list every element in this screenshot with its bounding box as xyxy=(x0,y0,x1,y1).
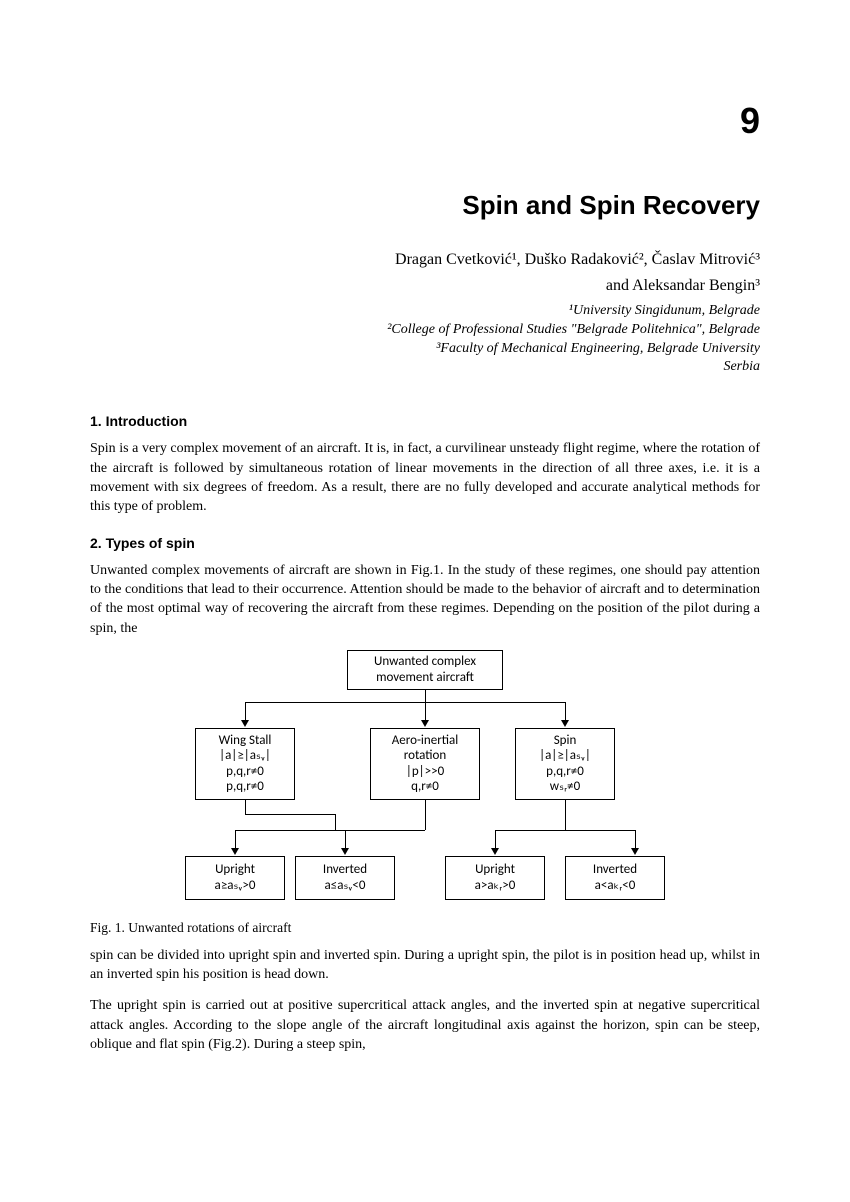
wing-stall-l1: |a|≥|aₛᵥ| xyxy=(219,748,271,764)
connector xyxy=(495,830,496,850)
aero-l2: q,r≠0 xyxy=(411,779,439,795)
connector xyxy=(565,800,566,830)
upright1-title: Upright xyxy=(215,862,255,878)
authors-line-2: and Aleksandar Bengin³ xyxy=(90,275,760,297)
flowchart-inverted-1: Inverted a≤aₛᵥ<0 xyxy=(295,856,395,900)
affiliation-2: ²College of Professional Studies "Belgra… xyxy=(90,321,760,340)
connector xyxy=(245,702,246,722)
connector xyxy=(425,690,426,702)
flowchart-upright-1: Upright a≥aₛᵥ>0 xyxy=(185,856,285,900)
spin-l3: wₛᵣ≠0 xyxy=(550,779,580,795)
connector xyxy=(565,702,566,722)
section-1-body: Spin is a very complex movement of an ai… xyxy=(90,439,760,516)
inverted2-title: Inverted xyxy=(593,862,637,878)
connector xyxy=(245,702,565,703)
figure-1-caption: Fig. 1. Unwanted rotations of aircraft xyxy=(90,920,760,936)
arrow-icon xyxy=(341,848,349,855)
connector xyxy=(335,830,425,831)
arrow-icon xyxy=(421,720,429,727)
arrow-icon xyxy=(561,720,569,727)
connector xyxy=(235,830,345,831)
connector xyxy=(335,814,336,830)
section-2-body-3: The upright spin is carried out at posit… xyxy=(90,996,760,1054)
arrow-icon xyxy=(631,848,639,855)
flowchart-upright-2: Upright a>aₖᵣ>0 xyxy=(445,856,545,900)
spin-title: Spin xyxy=(554,733,577,749)
figure-1-flowchart: Unwanted complex movement aircraft Wing … xyxy=(175,650,675,912)
affiliation-1: ¹University Singidunum, Belgrade xyxy=(90,302,760,321)
aero-l1: |p|>>0 xyxy=(406,764,444,780)
flowchart-wing-stall: Wing Stall |a|≥|aₛᵥ| p,q,r≠0 p,q,r≠0 xyxy=(195,728,295,800)
spin-l2: p,q,r≠0 xyxy=(546,764,584,780)
affiliation-country: Serbia xyxy=(90,358,760,377)
section-2-body-2: spin can be divided into upright spin an… xyxy=(90,946,760,985)
upright2-l1: a>aₖᵣ>0 xyxy=(475,878,516,894)
authors-line-1: Dragan Cvetković¹, Duško Radaković², Čas… xyxy=(90,249,760,271)
inverted1-l1: a≤aₛᵥ<0 xyxy=(325,878,366,894)
spin-l1: |a|≥|aₛᵥ| xyxy=(539,748,591,764)
flowchart-aero-inertial: Aero-inertial rotation |p|>>0 q,r≠0 xyxy=(370,728,480,800)
inverted1-title: Inverted xyxy=(323,862,367,878)
flowchart-spin: Spin |a|≥|aₛᵥ| p,q,r≠0 wₛᵣ≠0 xyxy=(515,728,615,800)
connector xyxy=(425,702,426,722)
affiliation-3: ³Faculty of Mechanical Engineering, Belg… xyxy=(90,340,760,359)
chapter-title: Spin and Spin Recovery xyxy=(90,190,760,221)
upright1-l1: a≥aₛᵥ>0 xyxy=(215,878,256,894)
connector xyxy=(495,830,635,831)
aero-title2: rotation xyxy=(404,748,446,764)
flowchart-root: Unwanted complex movement aircraft xyxy=(347,650,503,690)
connector xyxy=(245,800,246,814)
upright2-title: Upright xyxy=(475,862,515,878)
flowchart-inverted-2: Inverted a<aₖᵣ<0 xyxy=(565,856,665,900)
arrow-icon xyxy=(491,848,499,855)
section-2-body-1: Unwanted complex movements of aircraft a… xyxy=(90,561,760,638)
arrow-icon xyxy=(231,848,239,855)
section-1-heading: 1. Introduction xyxy=(90,413,760,429)
connector xyxy=(425,800,426,830)
connector xyxy=(345,830,346,850)
wing-stall-title: Wing Stall xyxy=(219,733,272,749)
chapter-number: 9 xyxy=(90,100,760,142)
connector xyxy=(245,814,335,815)
root-line2: movement aircraft xyxy=(376,670,474,686)
connector xyxy=(235,830,236,850)
affiliations: ¹University Singidunum, Belgrade ²Colleg… xyxy=(90,302,760,378)
arrow-icon xyxy=(241,720,249,727)
section-2-heading: 2. Types of spin xyxy=(90,535,760,551)
root-line1: Unwanted complex xyxy=(374,654,476,670)
inverted2-l1: a<aₖᵣ<0 xyxy=(595,878,636,894)
wing-stall-l3: p,q,r≠0 xyxy=(226,779,264,795)
wing-stall-l2: p,q,r≠0 xyxy=(226,764,264,780)
aero-title: Aero-inertial xyxy=(392,733,458,749)
connector xyxy=(635,830,636,850)
